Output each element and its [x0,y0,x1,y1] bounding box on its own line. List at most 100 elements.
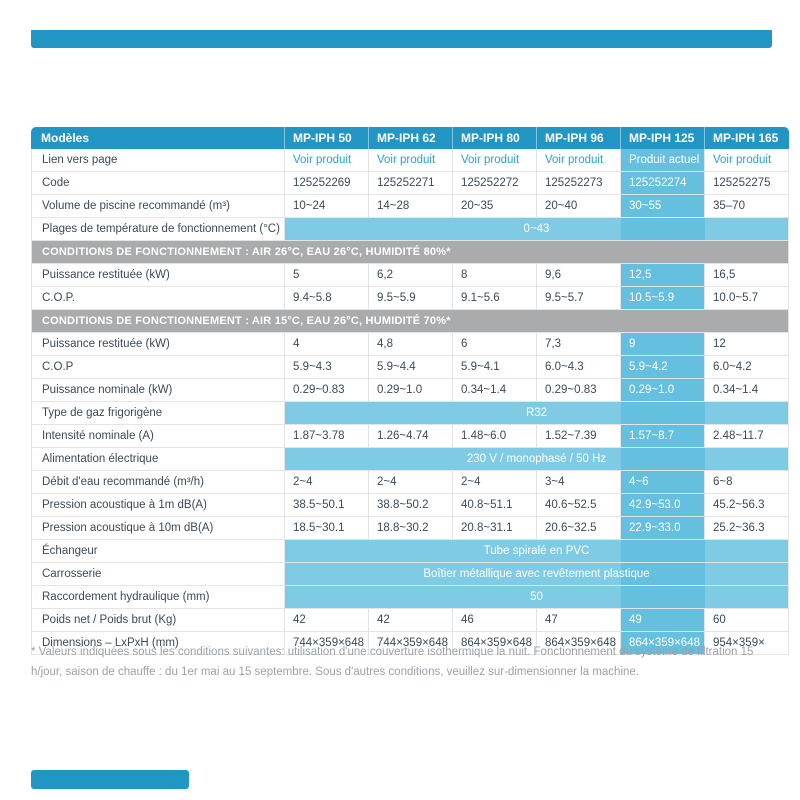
value-cell: 2~4 [285,471,369,494]
value-cell: 18.8~30.2 [369,517,453,540]
table-body: Modèles MP-IPH 50 MP-IPH 62 MP-IPH 80 MP-IPH… [31,127,789,655]
cropped-section-bar-bottom [31,770,189,789]
value-cell: 744×359×648 [285,632,369,655]
row-label: Échangeur [31,540,285,563]
table-row-d-bit-d-eau-recommand-m-h: Débit d'eau recommandé (m³/h) 2~4 2~4 2~4 3~… [31,471,789,494]
span-value-text: R32 [525,407,548,419]
value-cell: 49 [621,609,705,632]
link-voir-produit[interactable]: Voir produit [453,149,537,172]
value-cell: 0.34~1.4 [705,379,789,402]
value-cell: 10~24 [285,195,369,218]
value-cell: 4,8 [369,333,453,356]
value-cell: 6,2 [369,264,453,287]
link-voir-produit[interactable]: Voir produit [705,149,789,172]
value-cell: 30~55 [621,195,705,218]
value-cell: 125252269 [285,172,369,195]
row-label: Raccordement hydraulique (mm) [31,586,285,609]
product-comparison-table: Modèles MP-IPH 50 MP-IPH 62 MP-IPH 80 MP-IPH… [31,127,789,655]
value-cell: 0.29~1.0 [621,379,705,402]
value-cell: 6~8 [705,471,789,494]
row-label: C.O.P. [31,287,285,310]
link-voir-produit[interactable]: Voir produit [537,149,621,172]
table-row-raccordement-hydraulique-mm: Raccordement hydraulique (mm) 50 [31,586,789,609]
table-row-volume-de-piscine-recommand-m: Volume de piscine recommandé (m³) 10~24 14… [31,195,789,218]
value-cell: 954×359× [705,632,789,655]
value-cell: 22.9~33.0 [621,517,705,540]
value-cell: 35–70 [705,195,789,218]
value-cell: 2~4 [369,471,453,494]
value-cell: 3~4 [537,471,621,494]
table-row-pression-acoustique-10m-db-a: Pression acoustique à 10m dB(A) 18.5~30.1… [31,517,789,540]
value-cell: 12,5 [621,264,705,287]
highlight-column-segment [621,586,705,608]
row-label: Dimensions – LxPxH (mm) [31,632,285,655]
link-voir-produit[interactable]: Voir produit [369,149,453,172]
value-cell: 9.4~5.8 [285,287,369,310]
row-label: C.O.P [31,356,285,379]
value-cell: 9.5~5.9 [369,287,453,310]
value-cell: 40.6~52.5 [537,494,621,517]
value-cell: 9,6 [537,264,621,287]
highlight-column-segment [621,448,705,470]
footnote: * Valeurs indiquées sous les conditions … [31,646,754,678]
value-cell: 1.52~7.39 [537,425,621,448]
row-label: Débit d'eau recommandé (m³/h) [31,471,285,494]
value-cell: 6.0~4.3 [537,356,621,379]
row-label: Plages de température de fonctionnement … [31,218,285,241]
value-cell: 25.2~36.3 [705,517,789,540]
column-header-mp-iph-62: MP-IPH 62 [369,127,453,149]
table-row-puissance-nominale-kw: Puissance nominale (kW) 0.29~0.83 0.29~1.0… [31,379,789,402]
value-cell: 9.5~5.7 [537,287,621,310]
value-cell: 5.9~4.1 [453,356,537,379]
value-cell: 5 [285,264,369,287]
value-cell: 744×359×648 [369,632,453,655]
column-header-mp-iph-125: MP-IPH 125 [621,127,705,149]
table-row-puissance-restitu-e-kw: Puissance restituée (kW) 5 6,2 8 9,6 12,5 16,5 [31,264,789,287]
value-cell: 5.9~4.3 [285,356,369,379]
value-cell: 16,5 [705,264,789,287]
current-product-badge: Produit actuel [621,149,705,172]
value-cell: 9.1~5.6 [453,287,537,310]
value-cell: 0.29~0.83 [285,379,369,402]
value-cell: 20.8~31.1 [453,517,537,540]
table-row-puissance-restitu-e-kw: Puissance restituée (kW) 4 4,8 6 7,3 9 12 [31,333,789,356]
value-cell: 47 [537,609,621,632]
section-header: CONDITIONS DE FONCTIONNEMENT : AIR 15°C,… [31,310,789,333]
value-cell: 1.57~8.7 [621,425,705,448]
row-label: Lien vers page [31,149,285,172]
table-row-intensit-nominale-a: Intensité nominale (A) 1.87~3.78 1.26~4.74… [31,425,789,448]
value-cell: 10.0~5.7 [705,287,789,310]
highlight-column-segment [621,402,705,424]
span-value: 230 V / monophasé / 50 Hz [285,448,789,471]
value-cell: 10.5~5.9 [621,287,705,310]
value-cell: 4~6 [621,471,705,494]
value-cell: 38.8~50.2 [369,494,453,517]
table-row-conditions-de-fonctionnement-air-26-c-eau-26-c-humidit-80: CONDITIONS DE FONCTIONNEMENT : AIR 26°C,… [31,241,789,264]
value-cell: 864×359×648 [453,632,537,655]
row-label: Pression acoustique à 1m dB(A) [31,494,285,517]
value-cell: 8 [453,264,537,287]
column-header-mp-iph-96: MP-IPH 96 [537,127,621,149]
value-cell: 125252272 [453,172,537,195]
value-cell: 20.6~32.5 [537,517,621,540]
row-label: Puissance nominale (kW) [31,379,285,402]
row-label: Pression acoustique à 10m dB(A) [31,517,285,540]
span-value-text: 50 [530,591,543,603]
value-cell: 38.5~50.1 [285,494,369,517]
corner-header-modeles: Modèles [31,127,285,149]
table-row-carrosserie: Carrosserie Boîtier métallique avec revêt… [31,563,789,586]
table-header-row: Modèles MP-IPH 50 MP-IPH 62 MP-IPH 80 MP-IPH… [31,127,789,149]
value-cell: 125252273 [537,172,621,195]
span-value-text: 0~43 [523,223,550,235]
value-cell: 1.87~3.78 [285,425,369,448]
table-row-c-o-p: C.O.P. 9.4~5.8 9.5~5.9 9.1~5.6 9.5~5.7 10.5~5… [31,287,789,310]
highlight-column-segment [621,563,705,585]
value-cell: 1.26~4.74 [369,425,453,448]
table-row-dimensions-lxpxh-mm: Dimensions – LxPxH (mm) 744×359×648 744×35… [31,632,789,655]
link-voir-produit[interactable]: Voir produit [285,149,369,172]
row-label: Puissance restituée (kW) [31,333,285,356]
value-cell: 46 [453,609,537,632]
value-cell: 14~28 [369,195,453,218]
row-label: Alimentation électrique [31,448,285,471]
